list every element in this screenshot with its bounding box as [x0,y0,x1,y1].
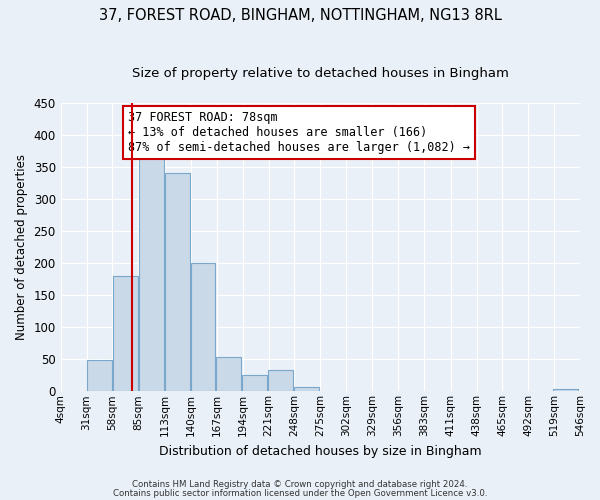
Bar [294,388,319,392]
Bar [113,276,138,392]
Bar [553,390,578,392]
Bar [87,360,112,392]
Title: Size of property relative to detached houses in Bingham: Size of property relative to detached ho… [132,68,509,80]
Bar [191,263,215,392]
Bar [242,375,267,392]
Bar [268,370,293,392]
Text: Contains HM Land Registry data © Crown copyright and database right 2024.: Contains HM Land Registry data © Crown c… [132,480,468,489]
Bar [139,156,164,392]
X-axis label: Distribution of detached houses by size in Bingham: Distribution of detached houses by size … [159,444,482,458]
Text: Contains public sector information licensed under the Open Government Licence v3: Contains public sector information licen… [113,488,487,498]
Text: 37, FOREST ROAD, BINGHAM, NOTTINGHAM, NG13 8RL: 37, FOREST ROAD, BINGHAM, NOTTINGHAM, NG… [98,8,502,22]
Y-axis label: Number of detached properties: Number of detached properties [15,154,28,340]
Text: 37 FOREST ROAD: 78sqm
← 13% of detached houses are smaller (166)
87% of semi-det: 37 FOREST ROAD: 78sqm ← 13% of detached … [128,111,470,154]
Bar [164,173,190,392]
Bar [217,358,241,392]
